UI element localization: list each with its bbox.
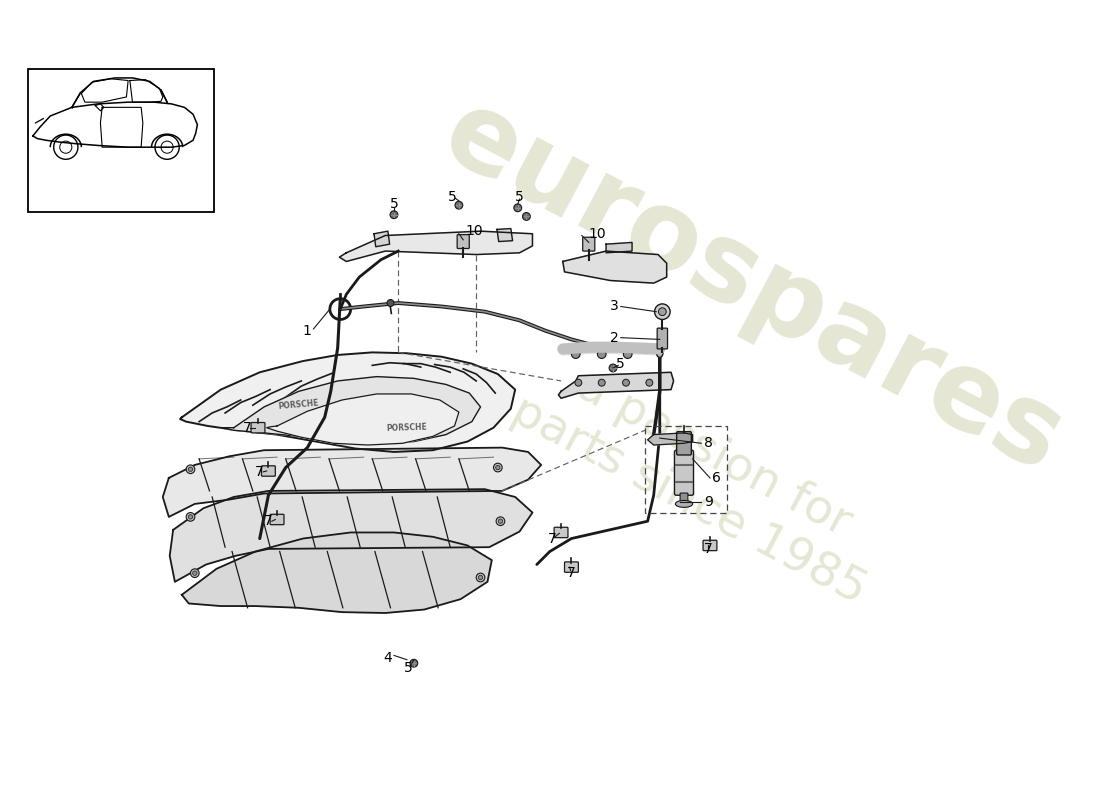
- Circle shape: [192, 571, 197, 575]
- Circle shape: [498, 519, 503, 523]
- Polygon shape: [169, 489, 532, 582]
- Circle shape: [522, 213, 530, 220]
- Bar: [28, 70, 213, 212]
- Circle shape: [476, 573, 485, 582]
- Ellipse shape: [657, 346, 663, 358]
- FancyBboxPatch shape: [458, 234, 470, 249]
- Polygon shape: [163, 448, 541, 517]
- Text: a passion for
parts since 1985: a passion for parts since 1985: [504, 342, 899, 614]
- Circle shape: [494, 463, 503, 472]
- Bar: [645, 426, 727, 513]
- Text: 7: 7: [548, 531, 557, 546]
- Circle shape: [571, 350, 580, 358]
- Polygon shape: [180, 352, 515, 452]
- Text: 5: 5: [616, 357, 625, 370]
- Ellipse shape: [675, 501, 693, 507]
- Polygon shape: [606, 242, 632, 253]
- Polygon shape: [33, 102, 197, 147]
- Polygon shape: [374, 231, 389, 246]
- Circle shape: [188, 467, 192, 471]
- FancyBboxPatch shape: [657, 328, 668, 349]
- FancyBboxPatch shape: [703, 540, 717, 550]
- Circle shape: [496, 466, 500, 470]
- Text: 1: 1: [302, 324, 311, 338]
- FancyBboxPatch shape: [251, 422, 265, 433]
- Text: 5: 5: [389, 198, 398, 211]
- Text: 7: 7: [568, 566, 575, 580]
- Text: 7: 7: [264, 514, 273, 528]
- Circle shape: [654, 304, 670, 319]
- Circle shape: [186, 513, 195, 522]
- Circle shape: [387, 299, 394, 306]
- Text: 3: 3: [610, 299, 619, 314]
- Circle shape: [410, 659, 418, 667]
- Text: 8: 8: [704, 436, 713, 450]
- FancyBboxPatch shape: [262, 466, 275, 476]
- Text: 5: 5: [515, 190, 524, 203]
- FancyBboxPatch shape: [271, 514, 284, 525]
- Text: 5: 5: [405, 662, 412, 675]
- Circle shape: [478, 575, 483, 580]
- Polygon shape: [497, 229, 513, 242]
- Text: 7: 7: [242, 421, 251, 434]
- Circle shape: [609, 364, 617, 372]
- FancyBboxPatch shape: [564, 562, 579, 572]
- Text: PORSCHE: PORSCHE: [278, 398, 319, 410]
- Polygon shape: [648, 433, 693, 445]
- Circle shape: [186, 465, 195, 474]
- Text: 9: 9: [704, 495, 713, 509]
- Circle shape: [190, 569, 199, 578]
- Circle shape: [624, 350, 632, 358]
- Circle shape: [597, 350, 606, 358]
- Text: 10: 10: [465, 224, 483, 238]
- Polygon shape: [182, 533, 492, 613]
- Circle shape: [575, 379, 582, 386]
- Text: 2: 2: [610, 330, 619, 345]
- Polygon shape: [340, 231, 532, 262]
- Text: 7: 7: [704, 542, 713, 556]
- Circle shape: [455, 202, 463, 209]
- Circle shape: [598, 379, 605, 386]
- Circle shape: [188, 514, 192, 519]
- Circle shape: [496, 517, 505, 526]
- FancyBboxPatch shape: [674, 450, 693, 495]
- Text: 4: 4: [384, 651, 393, 665]
- Circle shape: [514, 204, 521, 212]
- Text: eurospares: eurospares: [426, 80, 1080, 495]
- Circle shape: [659, 308, 667, 315]
- Polygon shape: [266, 394, 459, 445]
- Text: 7: 7: [255, 465, 264, 479]
- FancyBboxPatch shape: [583, 238, 595, 251]
- Text: PORSCHE: PORSCHE: [386, 422, 428, 433]
- Text: 6: 6: [713, 471, 722, 485]
- Text: 5: 5: [448, 190, 456, 203]
- FancyBboxPatch shape: [554, 527, 568, 538]
- Circle shape: [623, 379, 629, 386]
- FancyBboxPatch shape: [676, 432, 692, 455]
- Polygon shape: [563, 251, 667, 283]
- Circle shape: [390, 211, 398, 218]
- FancyBboxPatch shape: [680, 493, 688, 502]
- Circle shape: [646, 379, 652, 386]
- Polygon shape: [221, 377, 481, 443]
- Text: 10: 10: [588, 226, 606, 241]
- Polygon shape: [559, 372, 673, 398]
